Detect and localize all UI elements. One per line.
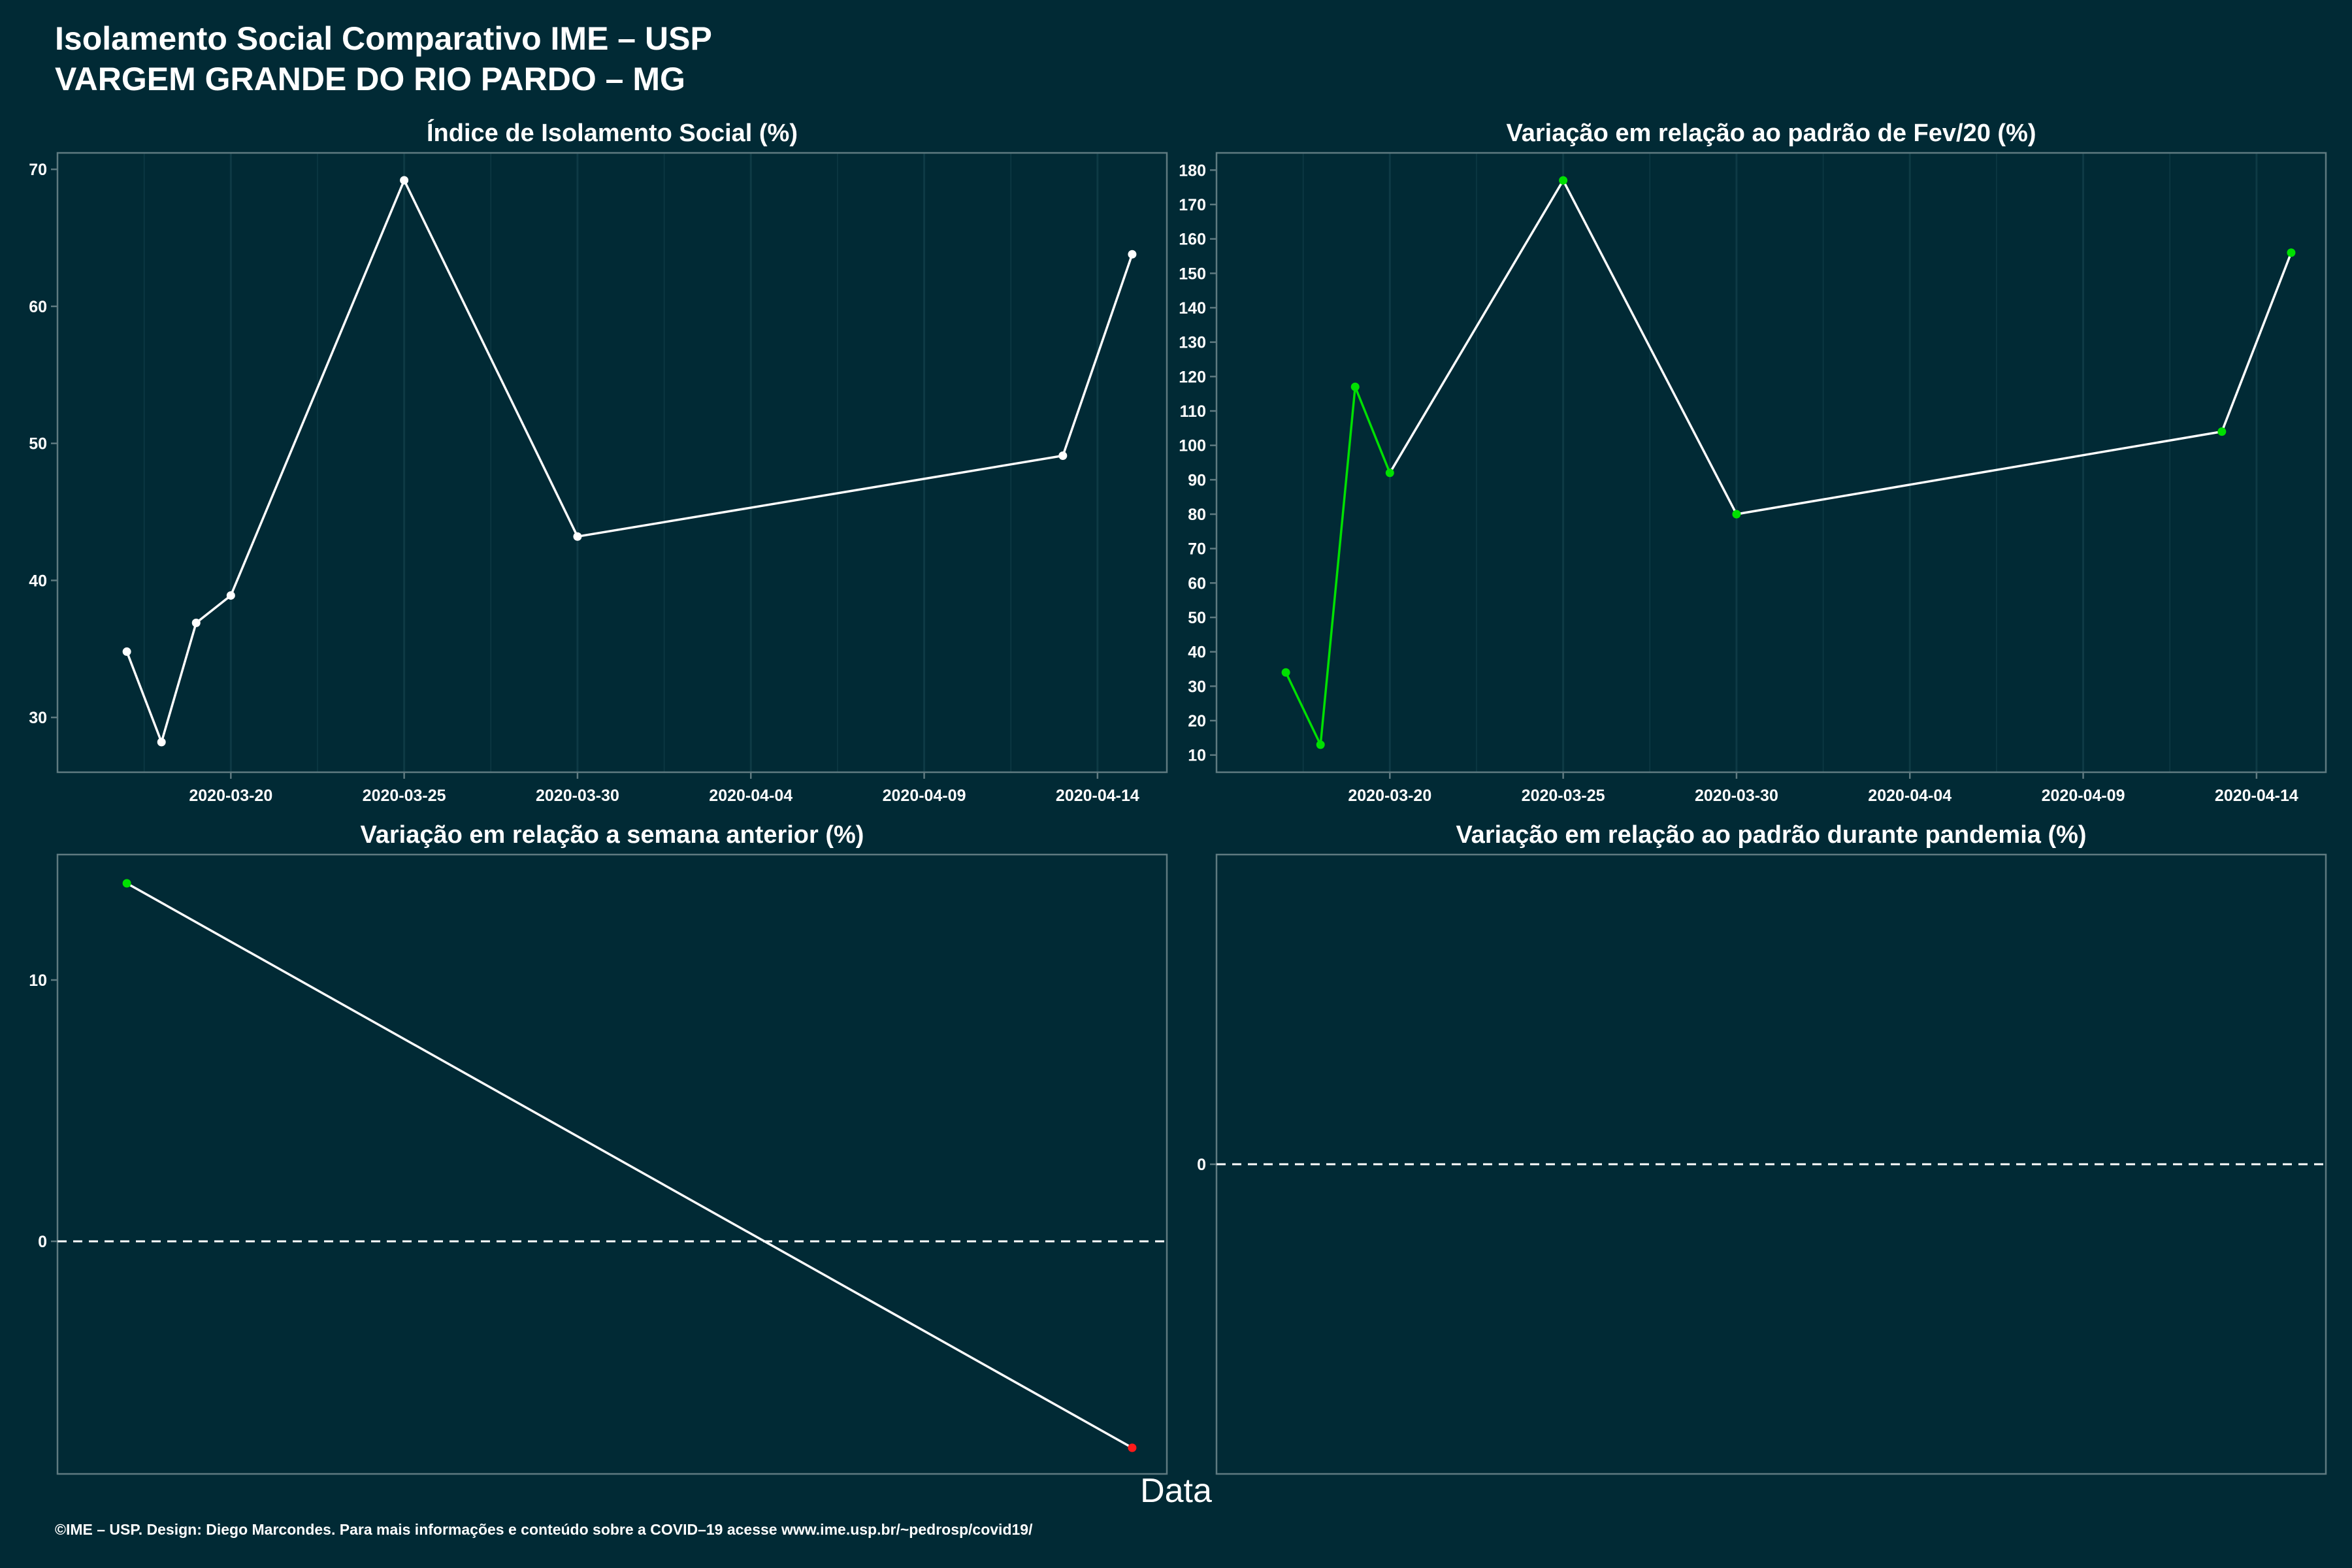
data-point: [573, 532, 582, 541]
data-point: [1732, 510, 1741, 519]
y-tick-label: 150: [1179, 265, 1206, 283]
series-segment: [2221, 252, 2293, 433]
series-segment: [126, 882, 1133, 1449]
x-tick-label: 2020-03-30: [1695, 787, 1778, 805]
x-tick-label: 2020-03-25: [1522, 787, 1605, 805]
data-point: [1128, 250, 1137, 259]
x-axis-title: Data: [1140, 1472, 1212, 1510]
y-tick-label: 100: [1179, 437, 1206, 455]
x-tick-label: 2020-03-30: [536, 787, 619, 805]
panel-title: Índice de Isolamento Social (%): [427, 118, 798, 147]
series-segment: [403, 180, 579, 538]
y-tick-label: 40: [1188, 644, 1206, 662]
y-tick-label: 0: [1197, 1156, 1206, 1174]
y-tick-label: 30: [29, 709, 47, 727]
x-tick-label: 2020-03-25: [363, 787, 446, 805]
y-tick-label: 90: [1188, 471, 1206, 489]
y-tick-label: 70: [1188, 540, 1206, 559]
panel-border: [1215, 152, 2327, 774]
series-segment: [1284, 672, 1322, 745]
y-tick-label: 70: [29, 161, 47, 179]
data-point: [400, 176, 409, 185]
series-segment: [229, 180, 406, 596]
panel-border: [56, 152, 1168, 774]
y-tick-label: 120: [1179, 368, 1206, 386]
series-segment: [1562, 180, 1738, 515]
y-tick-label: 130: [1179, 334, 1206, 352]
series-segment: [1388, 180, 1565, 474]
series-segment: [1062, 253, 1134, 457]
data-point: [226, 591, 235, 600]
x-tick-label: 2020-03-20: [1348, 787, 1431, 805]
panel-border: [56, 853, 1168, 1475]
series-segment: [195, 595, 232, 624]
x-tick-label: 2020-04-14: [1056, 787, 1139, 805]
data-point: [1281, 668, 1290, 677]
panel-1: Índice de Isolamento Social (%) 30 40 50 60 7…: [29, 118, 1168, 805]
data-point: [1058, 451, 1068, 461]
data-point: [1316, 740, 1325, 749]
data-point: [1350, 382, 1360, 391]
y-tick-label: 180: [1179, 161, 1206, 180]
chart-title: Isolamento Social Comparativo IME – USP: [55, 20, 712, 57]
x-tick-label: 2020-04-14: [2215, 787, 2298, 805]
y-tick-label: 160: [1179, 231, 1206, 249]
data-point: [191, 618, 201, 627]
y-tick-label: 110: [1180, 402, 1206, 421]
panel-2: Variação em relação ao padrão de Fev/20 …: [1179, 120, 2327, 805]
data-point: [1385, 468, 1394, 478]
data-point: [1559, 176, 1568, 185]
panel-4: Variação em relação ao padrão durante pa…: [1197, 821, 2327, 1475]
footer-credits: ©IME – USP. Design: Diego Marcondes. Par…: [55, 1521, 1033, 1538]
title-block: Isolamento Social Comparativo IME – USP …: [55, 18, 712, 99]
data-point: [1128, 1443, 1137, 1452]
series-segment: [1319, 386, 1356, 745]
series-segment: [577, 454, 1064, 538]
y-tick-label: 0: [38, 1233, 47, 1251]
x-tick-label: 2020-04-09: [883, 787, 966, 805]
series-segment: [1736, 430, 2223, 515]
panel-title: Variação em relação a semana anterior (%…: [361, 821, 864, 849]
y-tick-label: 10: [29, 972, 47, 990]
data-point: [2217, 427, 2227, 436]
data-point: [2287, 248, 2296, 257]
y-tick-label: 40: [29, 572, 47, 590]
y-tick-label: 50: [29, 435, 47, 453]
y-tick-label: 50: [1188, 609, 1206, 627]
y-tick-label: 10: [1188, 747, 1206, 765]
panel-title: Variação em relação ao padrão de Fev/20 …: [1506, 120, 2036, 147]
x-tick-label: 2020-04-09: [2042, 787, 2125, 805]
series-segment: [1354, 386, 1391, 474]
data-point: [122, 647, 131, 656]
x-tick-label: 2020-04-04: [1868, 787, 1952, 805]
data-point: [157, 738, 166, 747]
y-tick-label: 20: [1188, 712, 1206, 730]
y-tick-label: 30: [1188, 678, 1206, 696]
y-tick-label: 80: [1188, 506, 1206, 524]
series-segment: [125, 651, 163, 743]
panel-title: Variação em relação ao padrão durante pa…: [1456, 821, 2086, 849]
y-tick-label: 60: [1188, 574, 1206, 593]
chart-subtitle: VARGEM GRANDE DO RIO PARDO – MG: [55, 61, 685, 97]
series-segment: [160, 622, 197, 743]
y-tick-label: 140: [1179, 299, 1206, 318]
data-point: [122, 879, 131, 888]
panel-3: Variação em relação a semana anterior (%…: [29, 821, 1168, 1475]
x-tick-label: 2020-03-20: [189, 787, 272, 805]
y-tick-label: 60: [29, 298, 47, 316]
y-tick-label: 170: [1179, 196, 1206, 214]
x-tick-label: 2020-04-04: [709, 787, 792, 805]
